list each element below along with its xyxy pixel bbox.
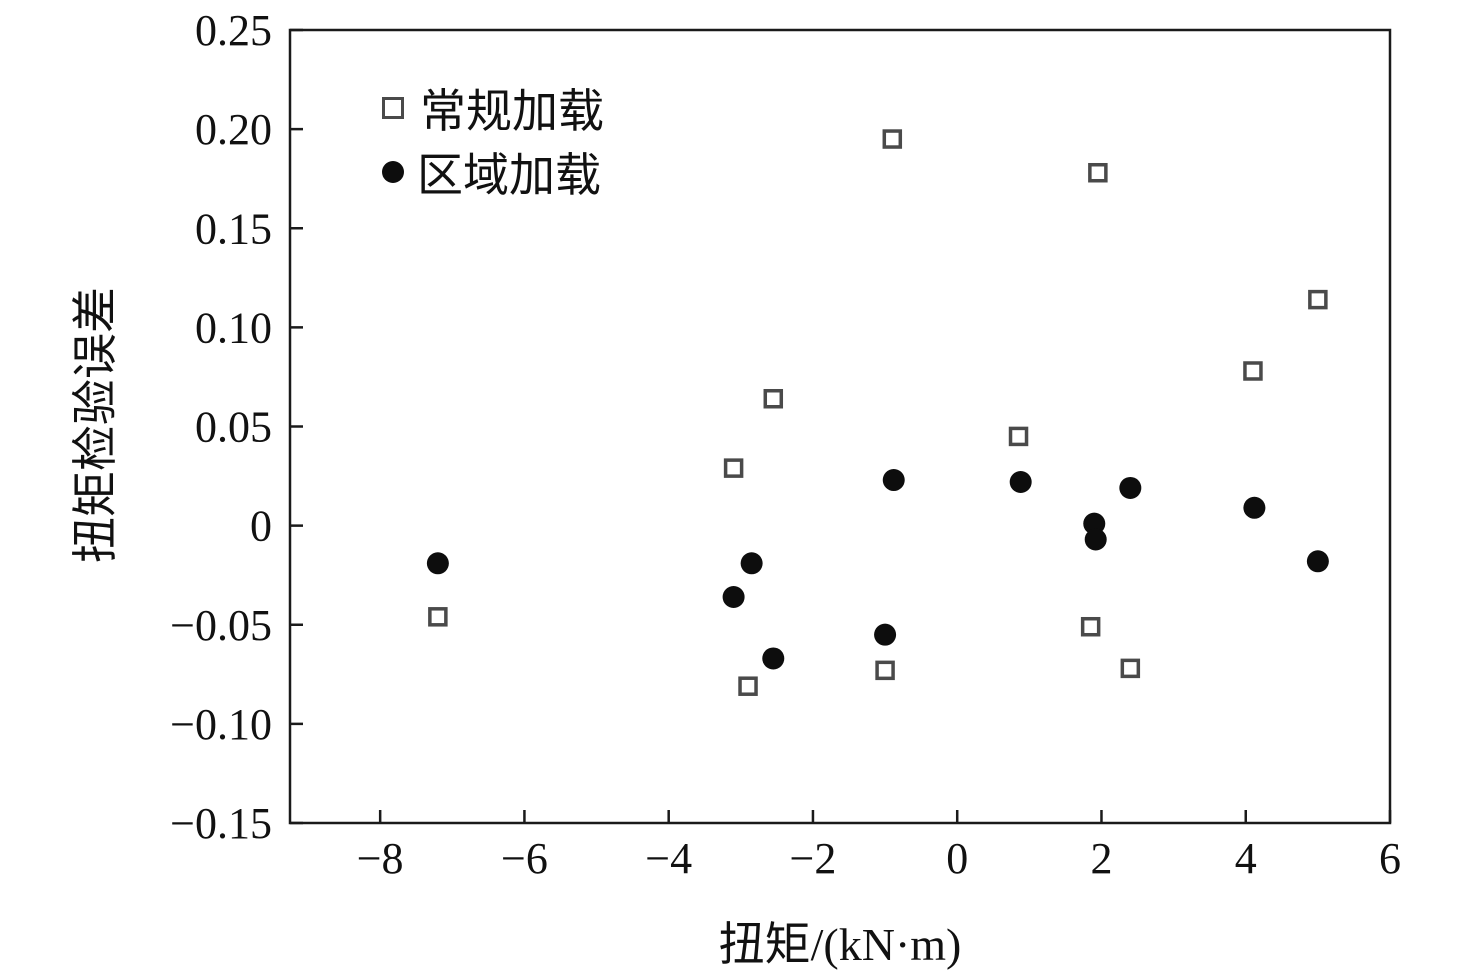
legend-item-regional-loading: 区域加载 (382, 140, 604, 204)
data-point-filled-circle (722, 585, 745, 608)
data-point-filled-circle (1119, 476, 1142, 499)
x-tick-label: 2 (1090, 834, 1112, 883)
y-tick-label: 0.05 (195, 403, 272, 452)
x-axis-title: 扭矩/(kN·m) (718, 919, 962, 970)
data-point-open-square (1243, 361, 1263, 381)
data-point-open-square (428, 607, 448, 627)
data-point-filled-circle (426, 552, 449, 575)
y-axis-title: 扭矩检验误差 (70, 287, 121, 563)
y-tick-label: 0 (250, 502, 272, 551)
data-point-filled-circle (882, 469, 905, 492)
data-point-filled-circle (1306, 550, 1329, 573)
data-point-open-square (1080, 616, 1101, 637)
x-tick-label: 6 (1379, 834, 1401, 883)
y-tick-label: −0.05 (170, 601, 272, 650)
x-tick-label: 0 (946, 834, 968, 883)
data-point-open-square (882, 129, 903, 149)
legend-label-conventional-loading: 常规加载 (420, 86, 604, 137)
data-point-filled-circle (874, 623, 897, 646)
legend-label-regional-loading: 区域加载 (417, 150, 601, 201)
y-tick-label: 0.10 (195, 303, 272, 352)
data-point-open-square (1120, 658, 1141, 679)
x-tick-label: −6 (501, 834, 548, 883)
y-tick-label: 0.15 (195, 204, 272, 253)
data-point-filled-circle (1084, 528, 1107, 551)
data-point-open-square (723, 458, 744, 478)
data-point-open-square (1088, 162, 1108, 183)
open-square-marker-icon (382, 97, 404, 119)
x-tick-label: −2 (790, 834, 837, 883)
data-point-open-square (763, 388, 784, 409)
filled-circle-marker-icon (382, 161, 404, 183)
x-tick-label: −8 (357, 834, 404, 883)
data-point-filled-circle (762, 647, 785, 670)
data-point-filled-circle (1083, 512, 1106, 535)
data-point-open-square (1308, 289, 1328, 310)
legend-item-conventional-loading: 常规加载 (382, 76, 604, 140)
data-point-open-square (1008, 426, 1029, 447)
data-point-open-square (875, 660, 895, 681)
data-point-open-square (738, 676, 758, 696)
y-tick-label: −0.10 (170, 700, 272, 749)
y-tick-label: 0.20 (195, 105, 272, 154)
x-tick-label: −4 (645, 834, 692, 883)
data-point-filled-circle (740, 552, 763, 575)
x-tick-label: 4 (1235, 834, 1257, 883)
data-point-filled-circle (1009, 471, 1032, 494)
y-tick-label: −0.15 (170, 799, 272, 848)
legend: 常规加载 区域加载 (382, 76, 604, 204)
y-tick-label: 0.25 (195, 6, 272, 55)
data-point-filled-circle (1243, 496, 1266, 519)
